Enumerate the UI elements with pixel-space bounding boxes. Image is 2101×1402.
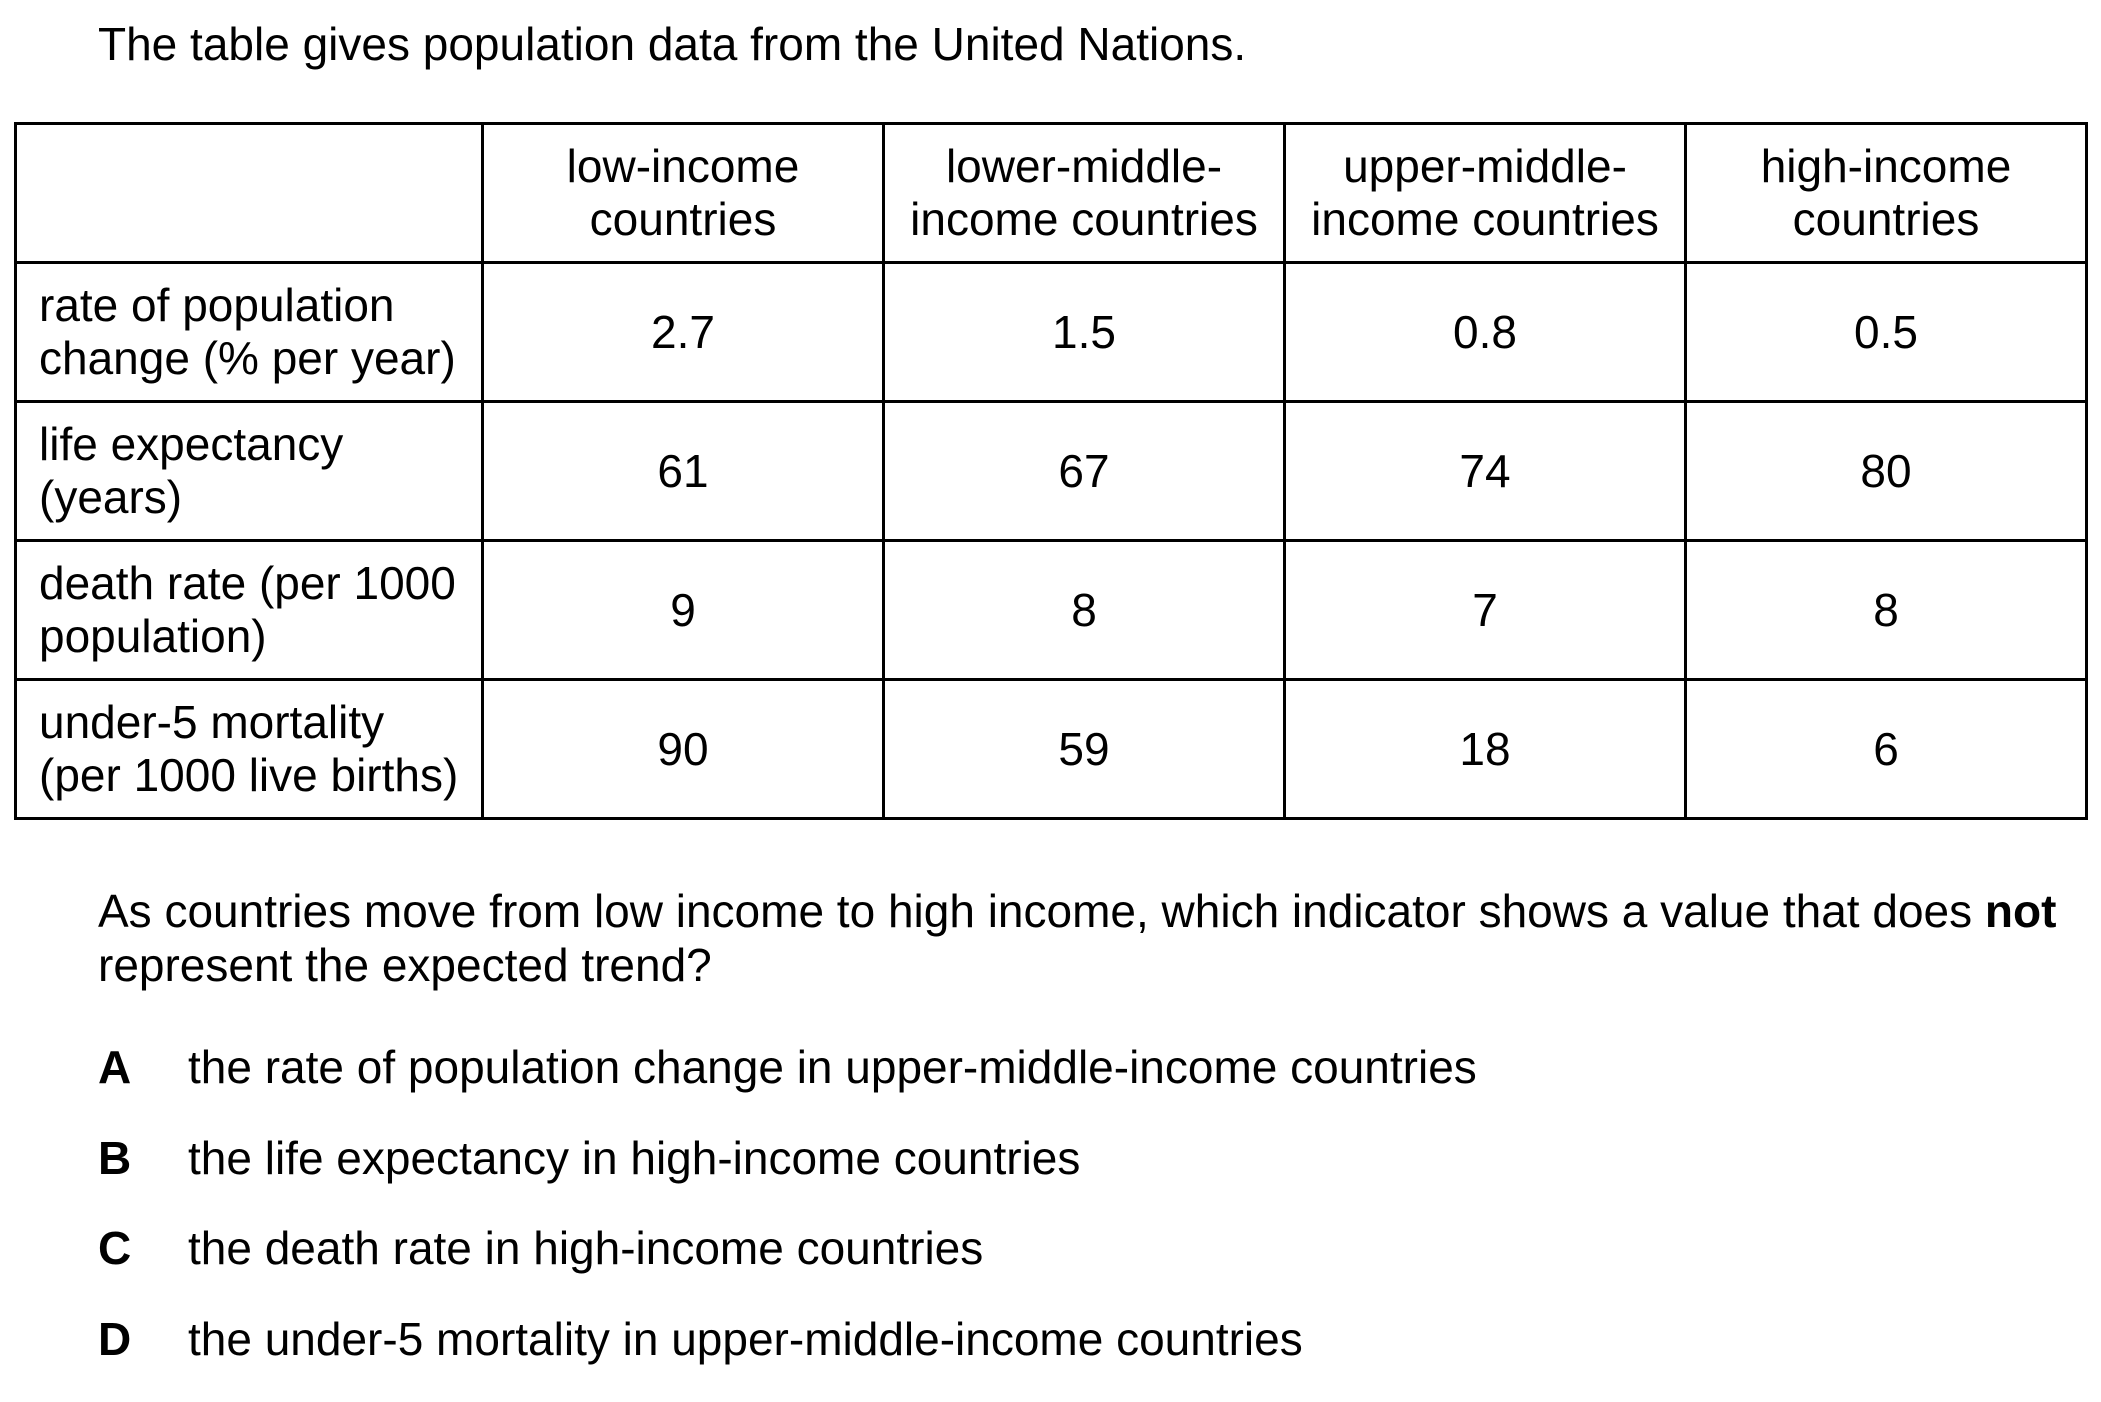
- question-text-after: represent the expected trend?: [98, 939, 712, 991]
- header-upper-middle-income: upper-middle-income countries: [1285, 124, 1686, 263]
- header-corner-cell: [16, 124, 483, 263]
- table-cell: 2.7: [483, 263, 884, 402]
- option-text: the rate of population change in upper-m…: [188, 1040, 1477, 1094]
- table-cell: 6: [1686, 680, 2087, 819]
- option-letter: D: [98, 1312, 188, 1366]
- intro-text: The table gives population data from the…: [98, 14, 1246, 74]
- option-letter: B: [98, 1131, 188, 1185]
- table-cell: 80: [1686, 402, 2087, 541]
- table-cell: 9: [483, 541, 884, 680]
- answer-options: A the rate of population change in upper…: [98, 1040, 1998, 1402]
- option-a[interactable]: A the rate of population change in upper…: [98, 1040, 1998, 1131]
- table-cell: 61: [483, 402, 884, 541]
- table-cell: 74: [1285, 402, 1686, 541]
- option-b[interactable]: B the life expectancy in high-income cou…: [98, 1131, 1998, 1222]
- option-letter: C: [98, 1221, 188, 1275]
- table-cell: 59: [884, 680, 1285, 819]
- option-text: the life expectancy in high-income count…: [188, 1131, 1080, 1185]
- table-cell: 7: [1285, 541, 1686, 680]
- table-cell: 0.8: [1285, 263, 1686, 402]
- table-cell: 90: [483, 680, 884, 819]
- question-text: As countries move from low income to hig…: [98, 884, 2088, 992]
- table-cell: 8: [884, 541, 1285, 680]
- option-d[interactable]: D the under-5 mortality in upper-middle-…: [98, 1312, 1998, 1402]
- question-text-before: As countries move from low income to hig…: [98, 885, 1985, 937]
- row-label-under-5-mortality: under-5 mortality(per 1000 live births): [16, 680, 483, 819]
- table-cell: 1.5: [884, 263, 1285, 402]
- table-cell: 0.5: [1686, 263, 2087, 402]
- question-emphasis: not: [1985, 885, 2057, 937]
- table-row: under-5 mortality(per 1000 live births) …: [16, 680, 2087, 819]
- row-label-life-expectancy: life expectancy(years): [16, 402, 483, 541]
- option-c[interactable]: C the death rate in high-income countrie…: [98, 1221, 1998, 1312]
- option-text: the death rate in high-income countries: [188, 1221, 983, 1275]
- table-cell: 67: [884, 402, 1285, 541]
- table-cell: 18: [1285, 680, 1686, 819]
- header-lower-middle-income: lower-middle-income countries: [884, 124, 1285, 263]
- table-row: life expectancy(years) 61 67 74 80: [16, 402, 2087, 541]
- option-text: the under-5 mortality in upper-middle-in…: [188, 1312, 1303, 1366]
- option-letter: A: [98, 1040, 188, 1094]
- table-cell: 8: [1686, 541, 2087, 680]
